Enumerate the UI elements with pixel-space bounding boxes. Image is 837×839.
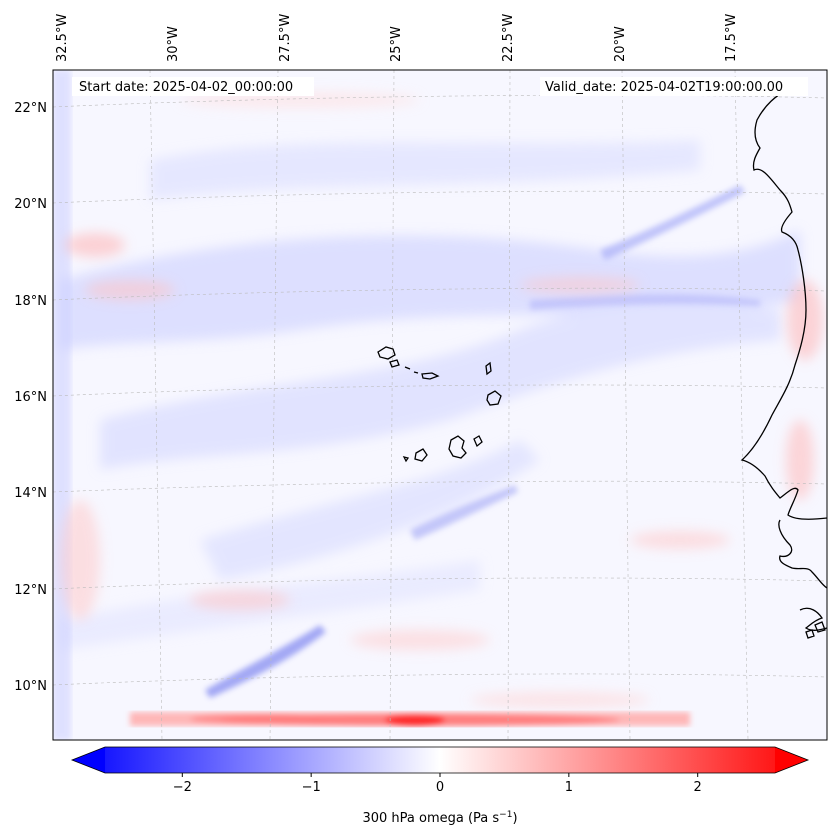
- colorbar-title: 300 hPa omega (Pa s−1): [362, 810, 517, 826]
- colorbar-gradient: [72, 747, 808, 773]
- lat-tick-label: 10°N: [14, 679, 47, 694]
- colorbar-tick-label: 2: [694, 780, 702, 795]
- colorbar-tick-label: −2: [173, 780, 192, 795]
- lon-tick-label: 30°W: [166, 26, 181, 62]
- valid-date-box: [540, 77, 808, 96]
- omega-field: [53, 70, 827, 740]
- colorbar-outline: [70, 746, 810, 774]
- start-date-label: Start date: 2025-04-02_00:00:00: [79, 80, 293, 95]
- colorbar-tick-label: 0: [436, 780, 444, 795]
- map-panel: Start date: 2025-04-02_00:00:00 Valid_da…: [14, 14, 828, 741]
- longitude-ticks: 32.5°W 30°W 27.5°W 25°W 22.5°W 20°W 17.5…: [55, 14, 739, 62]
- lat-tick-label: 14°N: [14, 486, 47, 501]
- gridlines: [53, 70, 827, 740]
- map-frame: [52, 69, 828, 741]
- lat-tick-label: 12°N: [14, 583, 47, 598]
- colorbar-tick-label: −1: [302, 780, 321, 795]
- colorbar-ticks: −2 −1 0 1 2: [173, 773, 702, 795]
- colorbar-extend-low: [72, 747, 105, 773]
- start-date-box: [72, 77, 314, 96]
- colorbar-tick-label: 1: [565, 780, 573, 795]
- lon-tick-label: 22.5°W: [501, 14, 516, 62]
- lon-tick-label: 20°W: [613, 26, 628, 62]
- lon-tick-label: 27.5°W: [278, 14, 293, 62]
- lat-tick-label: 22°N: [14, 101, 47, 116]
- colorbar: −2 −1 0 1 2 300 hPa omega (Pa s−1): [70, 746, 810, 826]
- lon-tick-label: 32.5°W: [55, 14, 70, 62]
- valid-date-label: Valid_date: 2025-04-02T19:00:00.00: [545, 80, 783, 95]
- latitude-ticks: 22°N 20°N 18°N 16°N 14°N 12°N 10°N: [14, 101, 47, 694]
- cape-verde-islands: [377, 346, 502, 463]
- lat-tick-label: 18°N: [14, 294, 47, 309]
- lat-tick-label: 20°N: [14, 197, 47, 212]
- african-coastline: [740, 87, 827, 639]
- lon-tick-label: 17.5°W: [724, 14, 739, 62]
- lon-tick-label: 25°W: [389, 26, 404, 62]
- colorbar-extend-high: [775, 747, 808, 773]
- lat-tick-label: 16°N: [14, 390, 47, 405]
